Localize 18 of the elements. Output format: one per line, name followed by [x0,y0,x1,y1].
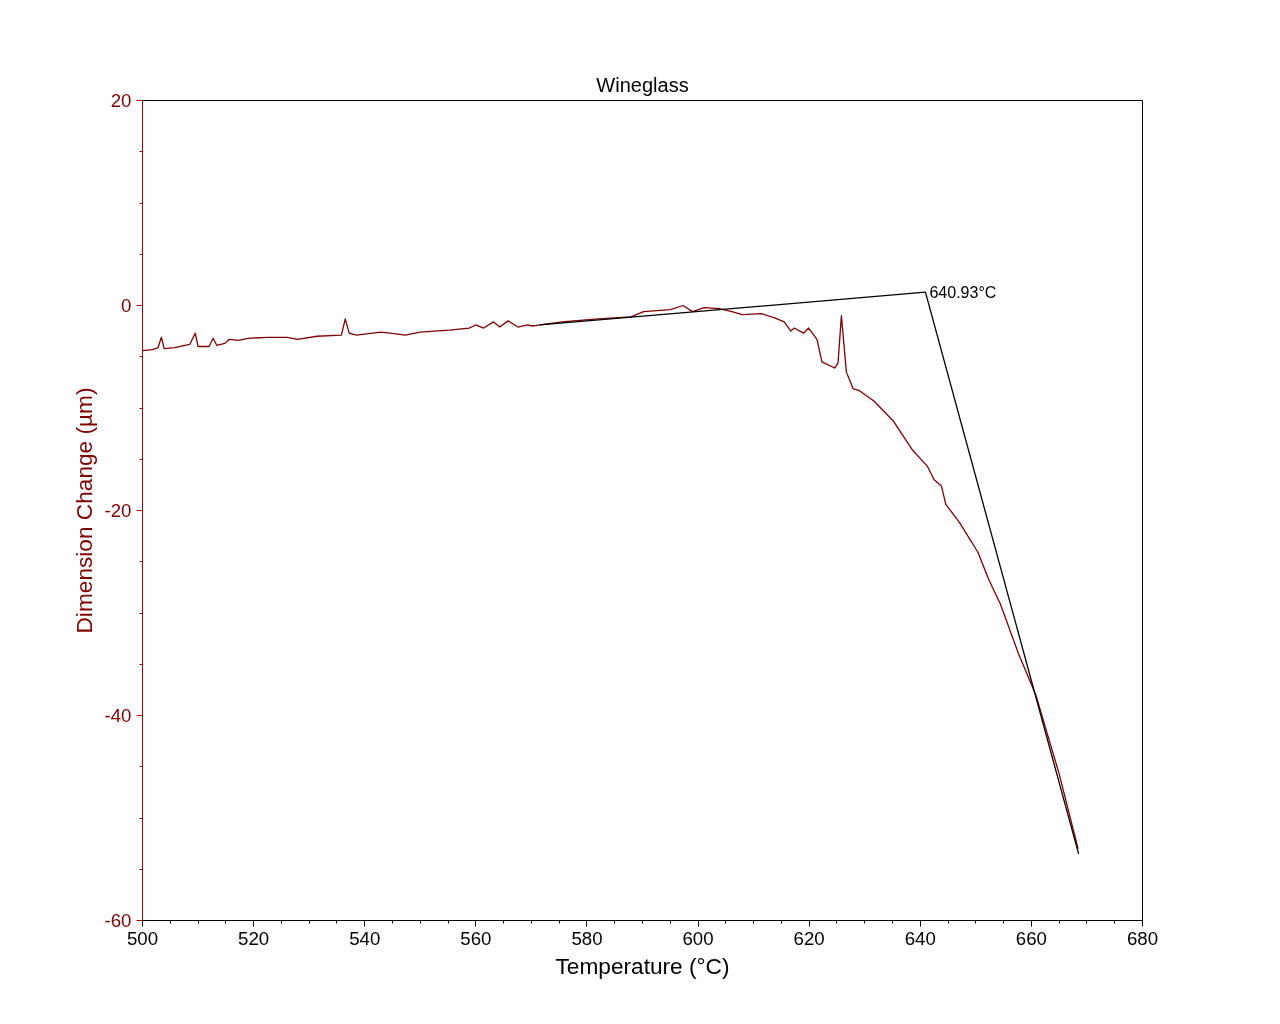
x-tick-label: 560 [460,927,492,949]
x-tick-label: 660 [1015,927,1047,949]
y-tick-label: -20 [104,500,132,521]
chart-title: Wineglass [596,73,689,96]
y-tick-label: -40 [104,705,132,726]
x-tick-label: 600 [682,927,714,949]
x-axis-title: Temperature (°C) [555,952,730,979]
x-tick-label: 620 [793,927,825,949]
x-tick-label: 580 [571,927,603,949]
line-series [142,304,1079,850]
x-tick-label: 640 [904,927,936,949]
x-tick-label: 680 [1126,927,1159,949]
x-tick-label: 540 [349,927,381,949]
y-tick-label: 20 [110,90,132,111]
annotation: 640.93°C [929,283,997,301]
y-axis-title: Dimension Change (µm) [70,387,97,634]
y-tick-label: 0 [121,295,132,316]
x-tick-label: 520 [238,927,270,949]
